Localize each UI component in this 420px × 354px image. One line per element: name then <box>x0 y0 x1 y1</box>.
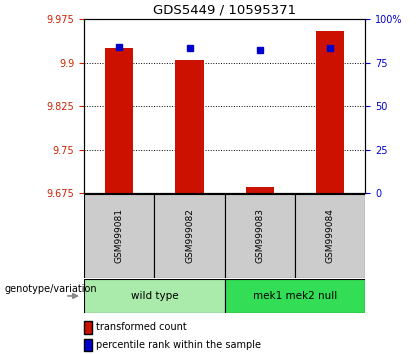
Title: GDS5449 / 10595371: GDS5449 / 10595371 <box>153 4 296 17</box>
Text: transformed count: transformed count <box>96 322 186 332</box>
FancyBboxPatch shape <box>295 194 365 278</box>
Text: genotype/variation: genotype/variation <box>4 284 97 294</box>
Text: GSM999084: GSM999084 <box>326 208 335 263</box>
Text: GSM999081: GSM999081 <box>115 208 123 263</box>
FancyBboxPatch shape <box>225 194 295 278</box>
Bar <box>105 48 133 193</box>
FancyBboxPatch shape <box>225 279 365 313</box>
FancyBboxPatch shape <box>84 194 154 278</box>
Text: wild type: wild type <box>131 291 178 301</box>
Text: GSM999082: GSM999082 <box>185 208 194 263</box>
Bar <box>246 187 274 193</box>
Text: GSM999083: GSM999083 <box>255 208 264 263</box>
Bar <box>176 60 204 193</box>
Text: mek1 mek2 null: mek1 mek2 null <box>253 291 337 301</box>
Bar <box>316 31 344 193</box>
Text: percentile rank within the sample: percentile rank within the sample <box>96 340 261 350</box>
FancyBboxPatch shape <box>155 194 225 278</box>
FancyBboxPatch shape <box>84 279 225 313</box>
